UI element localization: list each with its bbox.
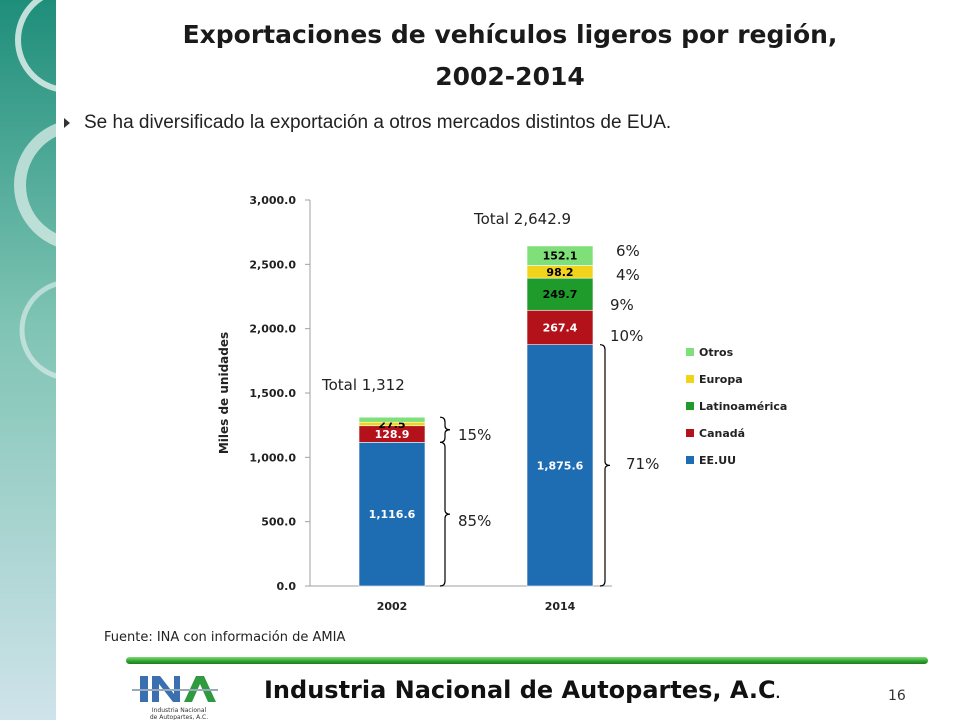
footer-divider xyxy=(126,657,928,664)
legend-swatch xyxy=(686,348,694,356)
legend-label: Latinoamérica xyxy=(699,400,787,413)
bar-segment-2002-otros xyxy=(358,416,426,423)
legend-label: Otros xyxy=(699,346,734,359)
organization-text: Industria Nacional de Autopartes, A.C xyxy=(264,676,776,704)
data-label: 98.2 xyxy=(546,266,573,279)
organization-name: Industria Nacional de Autopartes, A.C. xyxy=(264,676,780,704)
y-tick-label: 500.0 xyxy=(261,516,296,529)
total-label-2002: Total 1,312 xyxy=(321,376,405,394)
svg-text:de Autopartes, A.C.: de Autopartes, A.C. xyxy=(150,714,208,720)
y-tick-label: 1,500.0 xyxy=(249,387,296,400)
page-number: 16 xyxy=(888,688,906,704)
bullet-arrow-icon xyxy=(64,118,70,128)
x-tick-label: 2002 xyxy=(377,600,408,613)
legend-swatch xyxy=(686,375,694,383)
share-label: 4% xyxy=(616,266,640,284)
y-tick-label: 0.0 xyxy=(277,580,297,593)
legend-swatch xyxy=(686,429,694,437)
legend-swatch xyxy=(686,456,694,464)
share-label: 15% xyxy=(458,426,491,444)
legend-swatch xyxy=(686,402,694,410)
decorative-sidebar xyxy=(0,0,56,720)
source-note: Fuente: INA con información de AMIA xyxy=(104,630,346,645)
bracket-2002-us xyxy=(439,441,451,587)
bar-segment-2002-eeuu xyxy=(358,442,426,587)
share-label: 6% xyxy=(616,242,640,260)
x-tick-label: 2014 xyxy=(545,600,576,613)
y-tick-label: 3,000.0 xyxy=(249,194,296,207)
y-tick-label: 2,500.0 xyxy=(249,258,296,271)
bracket-2002-other xyxy=(439,416,451,443)
svg-text:Industria Nacional: Industria Nacional xyxy=(152,707,207,714)
slide-title: Exportaciones de vehículos ligeros por r… xyxy=(80,14,940,98)
ina-logo: Industria Nacional de Autopartes, A.C. xyxy=(118,668,240,720)
bullet-point: Se ha diversificado la exportación a otr… xyxy=(62,112,922,134)
legend-label: EE.UU xyxy=(699,454,736,467)
y-tick-label: 1,000.0 xyxy=(249,451,296,464)
title-line-2: 2002-2014 xyxy=(435,62,585,91)
data-label: 152.1 xyxy=(543,250,578,263)
y-axis-title: Miles de unidades xyxy=(217,332,231,454)
share-label: 85% xyxy=(458,512,491,530)
y-tick-label: 2,000.0 xyxy=(249,323,296,336)
share-label: 10% xyxy=(610,327,643,345)
bar-segment-2014-canad xyxy=(526,309,594,345)
legend-label: Canadá xyxy=(699,427,745,440)
bracket-2014-us xyxy=(599,344,611,587)
share-label: 71% xyxy=(626,455,659,473)
data-label: 1,875.6 xyxy=(537,459,584,472)
title-line-1: Exportaciones de vehículos ligeros por r… xyxy=(182,20,838,49)
data-label: 249.7 xyxy=(543,288,578,301)
organization-suffix: . xyxy=(775,687,781,701)
legend-label: Europa xyxy=(699,373,743,386)
bar-segment-2014-otros xyxy=(526,245,594,266)
data-label: 1,116.6 xyxy=(369,508,416,521)
bar-segment-2014-eeuu xyxy=(526,344,594,587)
data-label: 128.9 xyxy=(375,428,410,441)
data-label: 267.4 xyxy=(543,321,578,334)
share-label: 9% xyxy=(610,296,634,314)
total-label-2014: Total 2,642.9 xyxy=(473,210,571,228)
bullet-text: Se ha diversificado la exportación a otr… xyxy=(84,112,672,133)
